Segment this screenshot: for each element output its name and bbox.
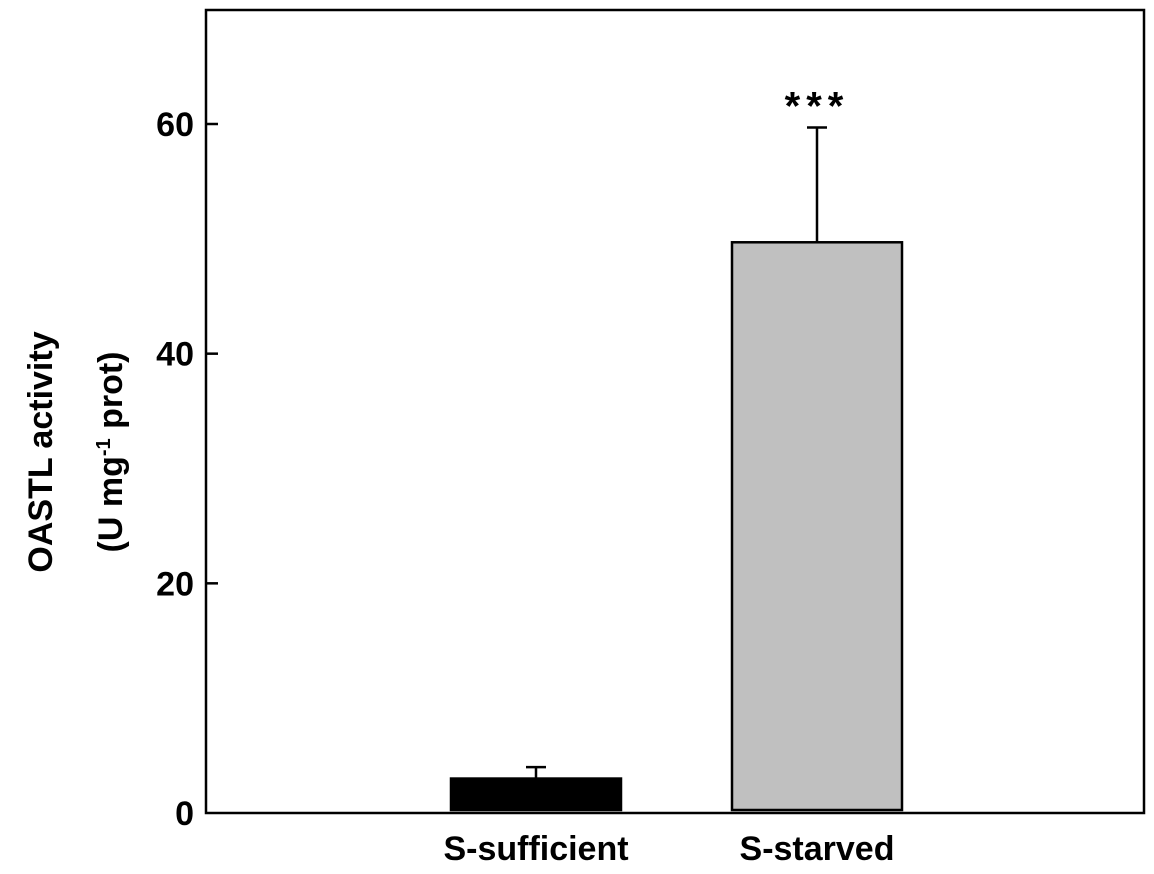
- y-tick-label: 40: [156, 336, 194, 374]
- bar-s-sufficient: [449, 777, 623, 812]
- y-axis-unit-prefix: (U mg: [92, 456, 130, 552]
- significance-annotation: ***: [785, 84, 850, 128]
- bar-s-starved: [730, 241, 904, 812]
- plot-frame: [204, 8, 1146, 815]
- y-axis-unit-suffix: prot): [92, 352, 130, 439]
- y-tick-label: 0: [175, 795, 194, 833]
- y-axis-unit-superscript: -1: [93, 438, 115, 456]
- y-tick-label: 60: [156, 106, 194, 144]
- x-axis-labels: S-sufficient S-starved: [443, 830, 894, 868]
- y-axis-ticks: 0 20 40 60: [156, 106, 218, 833]
- bars-group: ***: [449, 84, 904, 812]
- x-category-label: S-sufficient: [443, 830, 628, 868]
- y-axis-label-line-2: (U mg-1 prot): [92, 352, 130, 553]
- y-tick-label: 20: [156, 565, 194, 603]
- y-axis-label-line-1: OASTL activity: [22, 331, 60, 572]
- x-category-label: S-starved: [740, 830, 895, 868]
- y-axis-label: OASTL activity (U mg-1 prot): [22, 331, 130, 572]
